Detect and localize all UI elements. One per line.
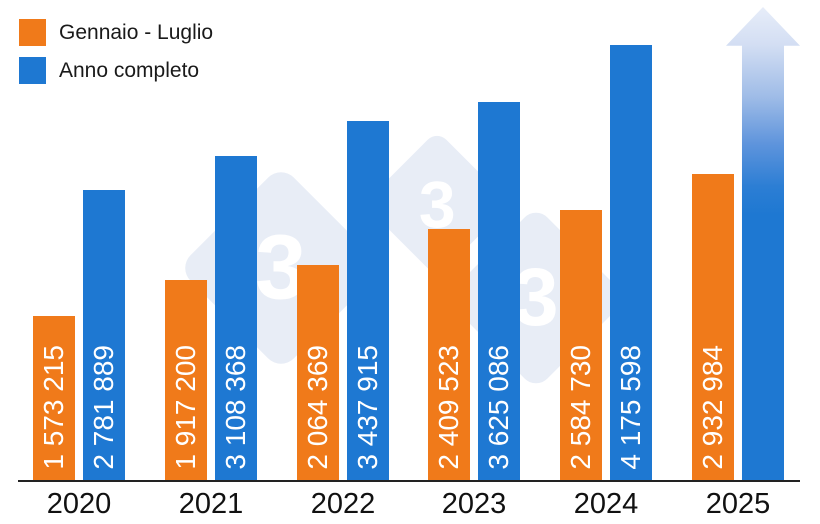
bar-2025-series0: 2 932 984 <box>692 174 734 480</box>
bar-value-label: 2 781 889 <box>88 345 119 470</box>
bar-value-label: 1 917 200 <box>170 345 201 470</box>
x-axis-line <box>18 480 800 482</box>
legend-label-gennaio-luglio: Gennaio - Luglio <box>59 20 214 44</box>
bar-value-label: 2 409 523 <box>433 345 464 470</box>
legend-item-anno-completo: Anno completo <box>19 57 213 84</box>
x-axis-label-2024: 2024 <box>573 488 639 520</box>
bar-value-label: 3 108 368 <box>220 345 251 470</box>
bar-2021-series1: 3 108 368 <box>215 156 257 480</box>
legend-swatch-blue-icon <box>19 57 46 84</box>
legend: Gennaio - Luglio Anno completo <box>19 19 213 84</box>
x-axis-label-2021: 2021 <box>178 488 244 520</box>
watermark-digit: 3 <box>513 251 559 343</box>
legend-swatch-orange-icon <box>19 19 46 46</box>
bar-2021-series0: 1 917 200 <box>165 280 207 480</box>
bar-value-label: 3 625 086 <box>483 345 514 470</box>
bar-2024-series0: 2 584 730 <box>560 210 602 480</box>
x-axis-label-2020: 2020 <box>46 488 112 520</box>
bar-value-label: 2 584 730 <box>565 345 596 470</box>
legend-item-gennaio-luglio: Gennaio - Luglio <box>19 19 213 46</box>
bar-value-label: 2 064 369 <box>302 345 333 470</box>
x-axis-label-2022: 2022 <box>310 488 376 520</box>
bar-2022-series0: 2 064 369 <box>297 265 339 480</box>
bar-value-label: 3 437 915 <box>352 345 383 470</box>
bar-2020-series0: 1 573 215 <box>33 316 75 480</box>
bar-2023-series0: 2 409 523 <box>428 229 470 480</box>
watermark-digit: 3 <box>418 167 456 241</box>
x-axis-label-2025: 2025 <box>705 488 771 520</box>
bar-value-label: 4 175 598 <box>615 345 646 470</box>
bar-value-label: 2 932 984 <box>697 345 728 470</box>
bar-2022-series1: 3 437 915 <box>347 121 389 480</box>
bar-2020-series1: 2 781 889 <box>83 190 125 480</box>
bar-value-label: 1 573 215 <box>38 345 69 470</box>
legend-label-anno-completo: Anno completo <box>59 58 200 82</box>
bar-2023-series1: 3 625 086 <box>478 102 520 480</box>
up-arrow-bar-2025 <box>726 7 800 480</box>
x-axis-label-2023: 2023 <box>441 488 507 520</box>
bar-2024-series1: 4 175 598 <box>610 45 652 480</box>
